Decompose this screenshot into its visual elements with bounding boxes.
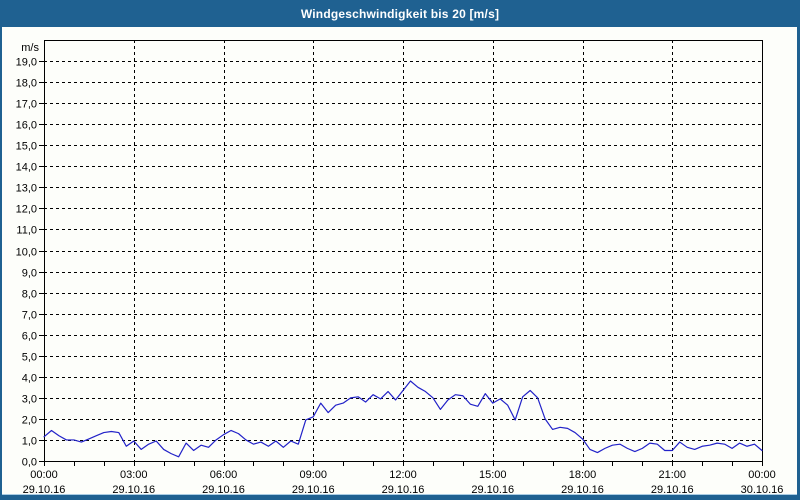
wind-speed-line <box>43 380 763 458</box>
y-tick-label: 1,0 <box>22 436 37 448</box>
y-tick-label: 3,0 <box>22 394 37 406</box>
x-tick-date-label: 29.10.16 <box>202 484 245 495</box>
x-tick-time-label: 21:00 <box>658 469 686 481</box>
x-tick-time-label: 18:00 <box>569 469 597 481</box>
y-tick-label: 10,0 <box>16 247 37 259</box>
x-tick-date-label: 29.10.16 <box>561 484 604 495</box>
y-tick-label: 14,0 <box>16 162 37 174</box>
x-tick-time-label: 12:00 <box>389 469 417 481</box>
y-tick-label: 8,0 <box>22 289 37 301</box>
bottom-accent-line <box>2 494 797 495</box>
y-tick-label: 6,0 <box>22 331 37 343</box>
y-tick-label: 17,0 <box>16 99 37 111</box>
x-tick-date-label: 29.10.16 <box>112 484 155 495</box>
y-tick-label: 2,0 <box>22 415 37 427</box>
wind-speed-chart: 0,0 1,0 2,0 3,0 4,0 5,0 6,0 7,0 8,0 9,0 10,0 11,0 12… <box>16 40 784 495</box>
y-tick-label: 4,0 <box>22 373 37 385</box>
chart-title-bar: Windgeschwindigkeit bis 20 [m/s] <box>2 0 797 27</box>
y-tick-label: 0,0 <box>22 457 37 469</box>
chart-title: Windgeschwindigkeit bis 20 [m/s] <box>300 6 500 21</box>
x-tick-time-label: 03:00 <box>120 469 148 481</box>
x-tick-date-label: 29.10.16 <box>23 484 66 495</box>
y-axis-unit-label: m/s <box>21 42 39 54</box>
y-tick-label: 13,0 <box>16 183 37 195</box>
x-tick-date-label: 29.10.16 <box>382 484 425 495</box>
y-tick-label: 12,0 <box>16 204 37 216</box>
y-tick-label: 15,0 <box>16 141 37 153</box>
x-tick-date-label: 29.10.16 <box>651 484 694 495</box>
y-tick-label: 19,0 <box>16 57 37 69</box>
y-tick-label: 7,0 <box>22 310 37 322</box>
x-tick-time-label: 00:00 <box>30 469 58 481</box>
x-tick-date-label: 30.10.16 <box>741 484 784 495</box>
x-tick-time-label: 09:00 <box>299 469 327 481</box>
x-tick-time-label: 00:00 <box>748 469 776 481</box>
y-tick-label: 11,0 <box>16 225 37 237</box>
y-tick-label: 5,0 <box>22 352 37 364</box>
y-tick-label: 18,0 <box>16 78 37 90</box>
y-tick-label: 9,0 <box>22 268 37 280</box>
x-tick-time-label: 15:00 <box>479 469 507 481</box>
y-tick-label: 16,0 <box>16 120 37 132</box>
x-tick-date-label: 29.10.16 <box>292 484 335 495</box>
x-tick-time-label: 06:00 <box>210 469 238 481</box>
x-tick-date-label: 29.10.16 <box>471 484 514 495</box>
